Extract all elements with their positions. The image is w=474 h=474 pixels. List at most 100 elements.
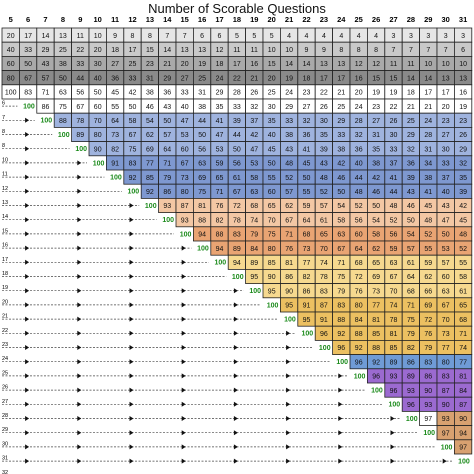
cell-value: 77 <box>442 345 450 352</box>
cell-value: 16 <box>250 61 258 68</box>
arrow-marker <box>286 345 291 350</box>
cell-value: 15 <box>146 47 154 54</box>
cell-value: 85 <box>372 331 380 338</box>
cell-value: 4 <box>305 33 309 40</box>
cell-value: 10 <box>268 47 276 54</box>
cell-value: 29 <box>216 90 224 97</box>
cell-value: 5 <box>252 33 256 40</box>
arrow-marker <box>25 146 30 152</box>
cell-value: 80 <box>355 303 363 310</box>
cell-value: 43 <box>42 61 50 68</box>
column-header: 19 <box>250 15 258 24</box>
cell-value: 76 <box>355 288 363 295</box>
row-label: 27 <box>2 399 8 405</box>
row-label: 10 <box>2 157 8 163</box>
column-header: 8 <box>61 15 65 24</box>
cell-value: 10 <box>442 61 450 68</box>
cell-value: 69 <box>198 175 206 182</box>
cell-value: 35 <box>459 175 467 182</box>
cell-value: 16 <box>459 90 467 97</box>
cell-value: 13 <box>442 75 450 82</box>
cell-value: 34 <box>424 161 432 168</box>
cell-value: 52 <box>390 217 398 224</box>
cell-value: 52 <box>285 175 293 182</box>
cell-value: 13 <box>59 33 67 40</box>
cell-value: 41 <box>303 146 311 153</box>
cell-value: 55 <box>303 189 311 196</box>
cell-value: 12 <box>372 61 380 68</box>
cell-value: 75 <box>129 146 137 153</box>
perfect-score-label: 100 <box>93 160 105 167</box>
cell-value: 50 <box>129 104 137 111</box>
cell-value: 44 <box>198 118 206 125</box>
cell-value: 73 <box>303 246 311 253</box>
cell-value: 58 <box>372 232 380 239</box>
arrow-marker <box>25 160 30 166</box>
arrow-marker <box>77 245 82 251</box>
arrow-marker <box>129 359 134 365</box>
cell-value: 11 <box>233 47 240 54</box>
cell-value: 55 <box>424 246 432 253</box>
row-label: 19 <box>2 285 8 291</box>
arrow-marker <box>233 416 238 421</box>
cell-value: 6 <box>200 33 204 40</box>
cell-value: 35 <box>372 146 380 153</box>
arrow-marker <box>181 288 186 294</box>
cell-value: 74 <box>390 303 398 310</box>
cell-value: 27 <box>442 132 450 139</box>
cell-value: 52 <box>355 203 363 210</box>
arrow-marker <box>338 444 343 450</box>
cell-value: 83 <box>337 303 345 310</box>
cell-value: 56 <box>355 217 363 224</box>
cell-value: 27 <box>111 61 119 68</box>
cell-value: 13 <box>337 61 345 68</box>
cell-value: 62 <box>372 246 380 253</box>
cell-value: 44 <box>76 75 84 82</box>
cell-value: 85 <box>146 175 154 182</box>
cell-value: 88 <box>198 217 206 224</box>
arrow-marker <box>25 288 30 294</box>
cell-value: 83 <box>129 161 137 168</box>
cell-value: 71 <box>163 161 171 168</box>
arrow-marker <box>181 316 186 322</box>
cell-value: 43 <box>163 104 171 111</box>
cell-value: 22 <box>320 90 328 97</box>
row-label: 25 <box>2 370 8 376</box>
cell-value: 48 <box>459 232 467 239</box>
cell-value: 63 <box>442 288 450 295</box>
cell-value: 58 <box>459 274 467 281</box>
cell-value: 65 <box>320 232 328 239</box>
cell-value: 33 <box>181 90 189 97</box>
column-header: 28 <box>407 15 415 24</box>
cell-value: 41 <box>390 175 398 182</box>
arrow-marker <box>25 117 30 123</box>
cell-value: 38 <box>424 175 432 182</box>
cell-value: 76 <box>216 203 224 210</box>
cell-value: 87 <box>442 388 450 395</box>
cell-value: 100 <box>5 90 17 97</box>
arrow-marker <box>77 217 82 223</box>
cell-value: 79 <box>250 232 258 239</box>
arrow-marker <box>129 330 134 336</box>
cell-value: 18 <box>303 75 311 82</box>
cell-value: 81 <box>390 331 398 338</box>
cell-value: 23 <box>442 118 450 125</box>
cell-value: 13 <box>181 47 189 54</box>
cell-value: 65 <box>216 175 224 182</box>
cell-value: 8 <box>339 47 343 54</box>
cell-value: 72 <box>233 203 241 210</box>
cell-value: 33 <box>129 75 137 82</box>
cell-value: 71 <box>216 189 224 196</box>
arrow-marker <box>77 160 82 166</box>
arrow-marker <box>286 401 291 407</box>
arrow-marker <box>129 444 134 450</box>
arrow-marker <box>181 373 186 379</box>
cell-value: 95 <box>250 274 258 281</box>
arrow-marker <box>233 444 238 450</box>
cell-value: 38 <box>285 132 293 139</box>
cell-value: 91 <box>320 317 328 324</box>
cell-value: 27 <box>303 104 311 111</box>
perfect-score-label: 100 <box>23 104 35 111</box>
cell-value: 83 <box>24 90 32 97</box>
cell-value: 93 <box>181 217 189 224</box>
